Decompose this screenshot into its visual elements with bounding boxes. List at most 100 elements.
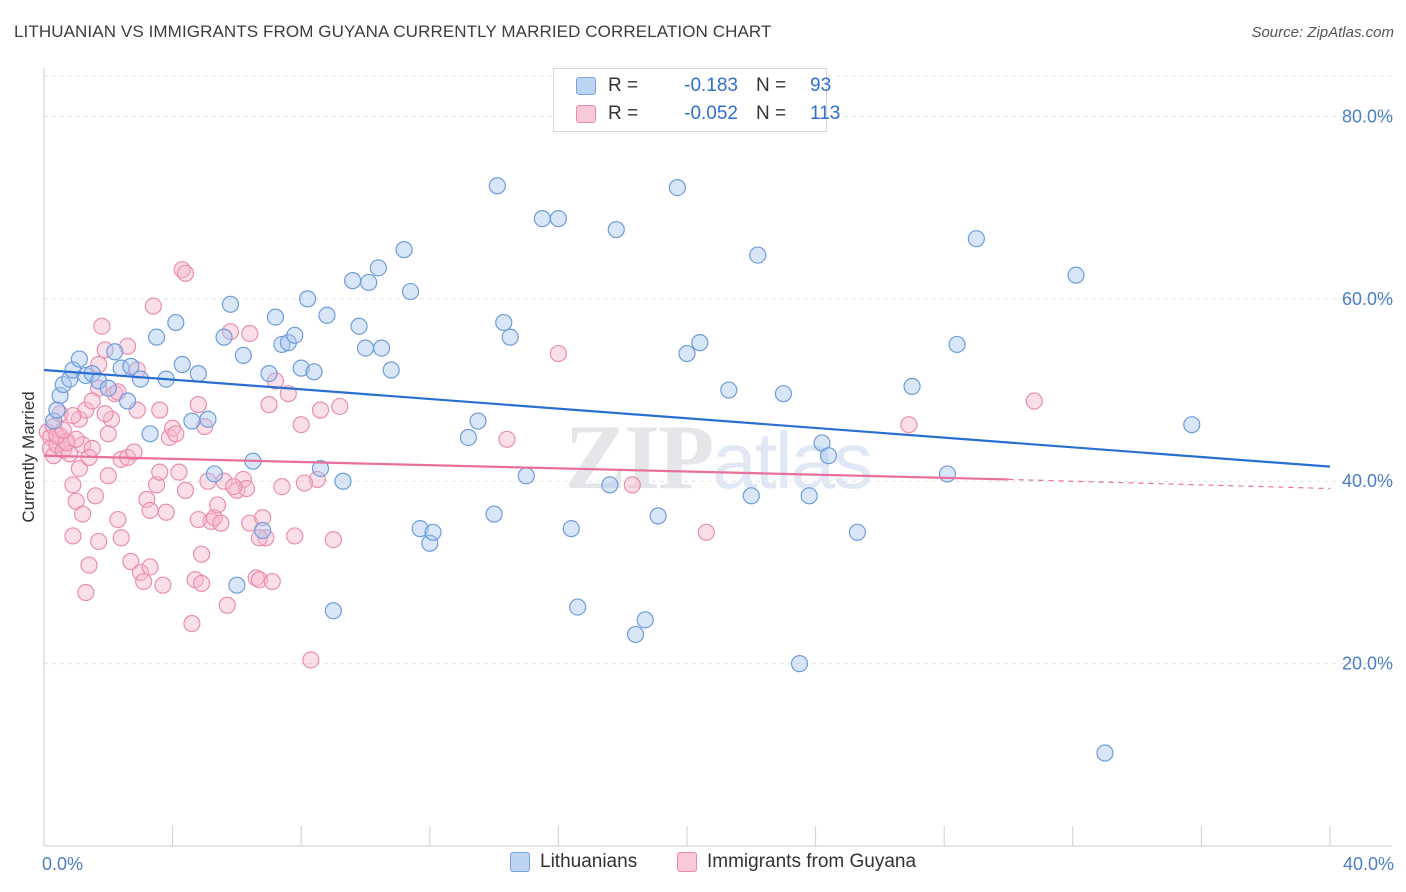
data-point-guyana <box>263 572 281 591</box>
data-point-guyana <box>109 510 127 529</box>
data-point-lithuanians <box>356 339 375 357</box>
data-point-guyana <box>83 392 101 410</box>
data-point-lithuanians <box>720 381 738 399</box>
chart-source: Source: ZipAtlas.com <box>1251 24 1394 41</box>
stats-legend: R = -0.183 N = 93 R = -0.052 N = 113 <box>553 68 840 132</box>
data-point-lithuanians <box>254 521 272 540</box>
data-point-guyana <box>192 574 211 592</box>
data-point-lithuanians <box>424 523 442 541</box>
data-point-guyana <box>189 510 207 529</box>
data-point-lithuanians <box>800 487 818 505</box>
data-point-lithuanians <box>292 359 310 377</box>
data-point-lithuanians <box>501 328 519 346</box>
data-point-guyana <box>498 430 516 448</box>
series-immigrants-from-guyana <box>38 261 1043 669</box>
legend-swatch-pink <box>677 852 697 872</box>
data-point-guyana <box>125 443 143 461</box>
data-point-guyana <box>138 490 156 509</box>
data-point-lithuanians <box>228 576 246 594</box>
data-point-guyana <box>93 317 111 335</box>
data-point-guyana <box>324 530 342 549</box>
data-point-guyana <box>218 596 236 614</box>
data-point-guyana <box>112 450 130 468</box>
legend-item-guyana[interactable]: Immigrants from Guyana <box>677 851 916 873</box>
data-point-lithuanians <box>305 363 323 381</box>
legend-item-lithuanians[interactable]: Lithuanians <box>510 851 637 873</box>
legend-n-value: 113 <box>810 103 841 124</box>
data-point-lithuanians <box>967 230 985 248</box>
data-point-guyana <box>154 576 172 594</box>
data-point-lithuanians <box>1096 744 1114 762</box>
data-point-lithuanians <box>344 272 362 290</box>
y-axis-label: Currently Married <box>19 391 38 522</box>
data-point-guyana <box>900 416 918 434</box>
data-point-lithuanians <box>64 361 82 379</box>
data-point-guyana <box>86 487 105 505</box>
data-point-lithuanians <box>372 339 391 357</box>
data-point-lithuanians <box>141 425 159 443</box>
data-point-guyana <box>286 527 304 545</box>
legend-r-value: -0.183 <box>684 75 738 96</box>
legend-swatch-blue <box>576 77 596 95</box>
data-point-lithuanians <box>607 220 625 239</box>
data-point-guyana <box>170 463 188 481</box>
data-point-lithuanians <box>948 335 966 354</box>
data-point-guyana <box>292 416 310 434</box>
data-point-lithuanians <box>774 385 793 403</box>
data-point-guyana <box>77 401 95 419</box>
data-point-lithuanians <box>549 210 568 228</box>
legend-n-value: 93 <box>810 75 832 96</box>
data-point-lithuanians <box>122 357 140 375</box>
data-point-guyana <box>241 324 259 343</box>
legend-r-value: -0.052 <box>684 103 738 124</box>
data-point-guyana <box>254 509 272 527</box>
data-point-lithuanians <box>533 210 551 228</box>
data-point-lithuanians <box>324 602 342 620</box>
x-tick-label-max: 40.0% <box>1343 854 1394 874</box>
data-point-guyana <box>212 514 230 532</box>
data-point-lithuanians <box>569 598 587 616</box>
data-point-guyana <box>250 571 269 589</box>
stats-legend-row-guyana: R = -0.052 N = 113 <box>554 101 840 127</box>
data-point-guyana <box>164 419 182 437</box>
legend-swatch-blue <box>510 852 530 872</box>
data-point-lithuanians <box>938 465 957 483</box>
data-point-lithuanians <box>286 326 304 344</box>
data-point-guyana <box>131 563 150 582</box>
data-point-guyana <box>151 463 169 481</box>
data-point-lithuanians <box>99 379 117 397</box>
data-point-lithuanians <box>848 523 866 541</box>
data-point-guyana <box>96 405 114 423</box>
data-point-guyana <box>141 558 159 576</box>
data-point-guyana <box>623 476 641 494</box>
y-tick-label: 80.0% <box>1342 106 1393 126</box>
data-point-lithuanians <box>395 241 413 259</box>
data-point-guyana <box>90 532 108 551</box>
data-point-lithuanians <box>742 487 760 505</box>
gridlines <box>44 75 1392 665</box>
data-point-guyana <box>122 552 140 571</box>
data-point-guyana <box>176 264 195 282</box>
data-point-lithuanians <box>1067 266 1085 284</box>
data-point-lithuanians <box>183 412 201 430</box>
data-point-lithuanians <box>318 306 336 324</box>
data-point-lithuanians <box>459 428 477 447</box>
data-point-guyana <box>135 572 153 591</box>
data-point-lithuanians <box>266 308 285 326</box>
data-point-guyana <box>144 297 162 315</box>
x-tick-label-min: 0.0% <box>42 854 83 874</box>
data-point-lithuanians <box>1183 416 1201 434</box>
data-point-guyana <box>192 545 211 563</box>
data-point-lithuanians <box>234 346 252 364</box>
data-point-lithuanians <box>369 259 387 277</box>
series-legend: Lithuanians Immigrants from Guyana <box>0 851 1406 877</box>
data-point-guyana <box>118 337 137 355</box>
data-point-guyana <box>64 476 82 494</box>
data-point-lithuanians <box>45 412 63 430</box>
data-point-guyana <box>549 344 568 363</box>
series-lithuanians <box>45 177 1201 762</box>
data-point-lithuanians <box>173 355 191 374</box>
data-point-guyana <box>176 481 195 499</box>
data-point-guyana <box>70 459 88 478</box>
